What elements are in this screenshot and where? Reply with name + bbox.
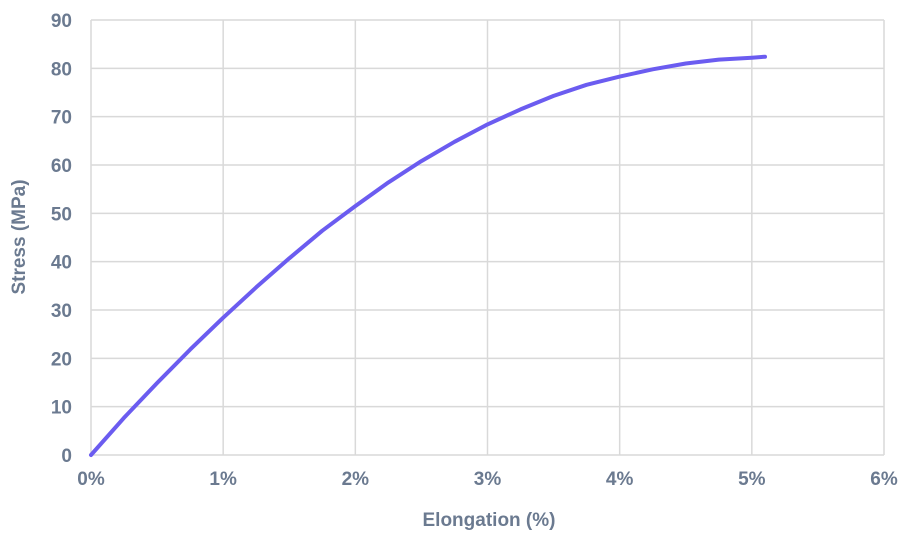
grid-lines	[90, 19, 885, 456]
y-tick-label: 90	[51, 11, 72, 32]
y-tick-label: 0	[61, 446, 72, 467]
x-tick-label: 6%	[870, 469, 898, 490]
y-axis-ticks: 0 10 20 30 40 50 60 70 80 90	[51, 11, 72, 467]
y-tick-label: 20	[51, 349, 72, 370]
x-tick-label: 0%	[77, 469, 105, 490]
x-tick-label: 3%	[474, 469, 502, 490]
y-tick-label: 60	[51, 156, 72, 177]
series-line	[89, 54, 767, 457]
x-tick-label: 4%	[606, 469, 634, 490]
y-axis-title: Stress (MPa)	[9, 179, 30, 294]
x-tick-label: 1%	[209, 469, 237, 490]
series-group	[89, 54, 767, 457]
x-tick-label: 5%	[738, 469, 766, 490]
x-tick-label: 2%	[342, 469, 370, 490]
y-tick-label: 50	[51, 204, 72, 225]
y-tick-label: 40	[51, 253, 72, 274]
y-tick-label: 30	[51, 301, 72, 322]
x-axis-ticks: 0% 1% 2% 3% 4% 5% 6%	[77, 469, 898, 490]
y-tick-label: 70	[51, 108, 72, 129]
y-tick-label: 80	[51, 59, 72, 80]
x-axis-title: Elongation (%)	[423, 510, 556, 531]
y-tick-label: 10	[51, 398, 72, 419]
